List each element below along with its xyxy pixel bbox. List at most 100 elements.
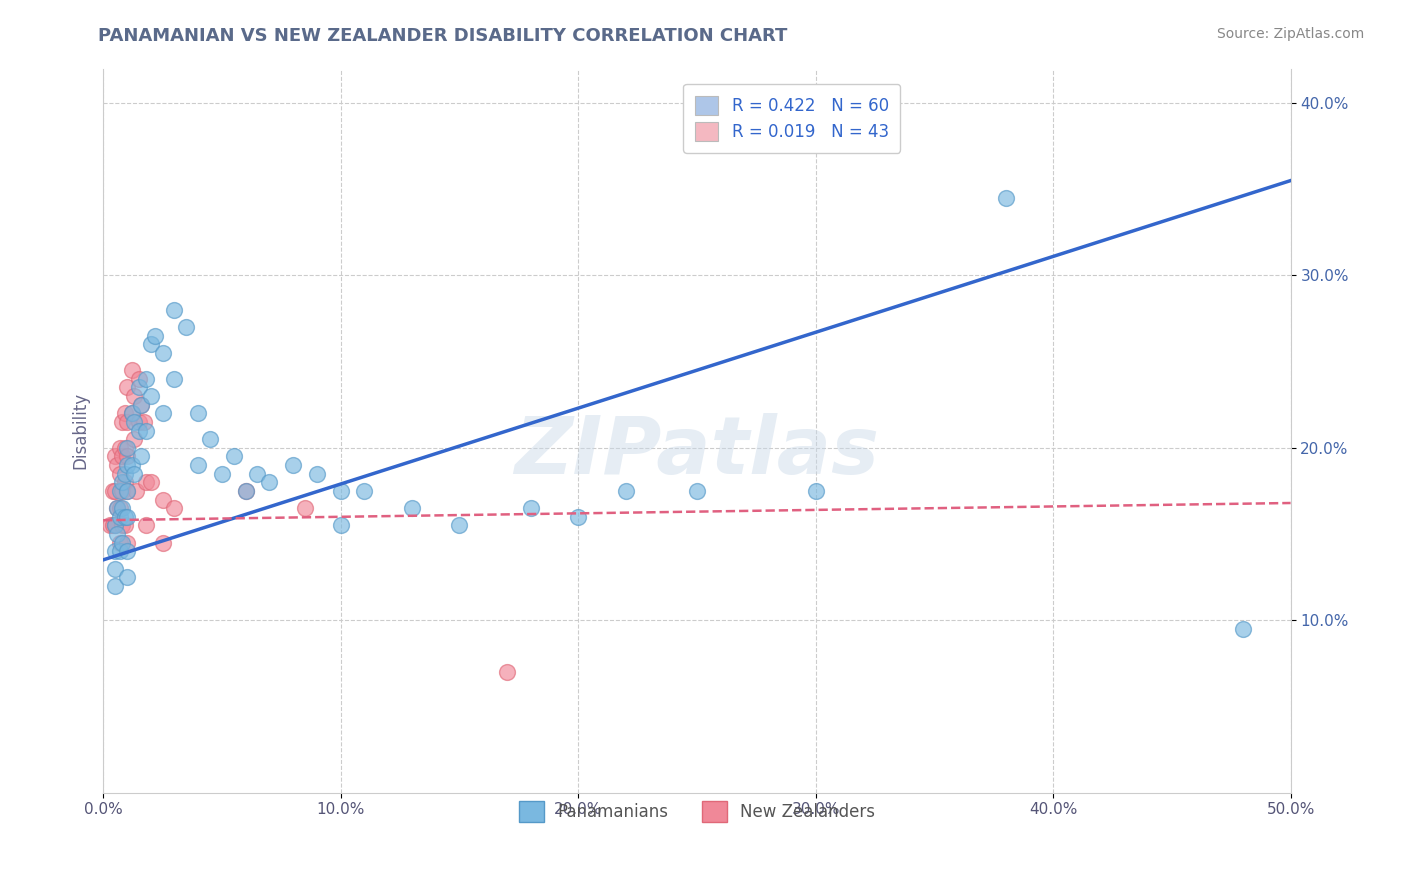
Point <box>128 424 150 438</box>
Point <box>294 501 316 516</box>
Point <box>105 501 128 516</box>
Point <box>122 432 145 446</box>
Point <box>496 665 519 679</box>
Point <box>114 509 136 524</box>
Point <box>104 450 127 464</box>
Point <box>132 415 155 429</box>
Point <box>121 406 143 420</box>
Point <box>122 389 145 403</box>
Point <box>111 475 134 490</box>
Point <box>329 483 352 498</box>
Point <box>111 415 134 429</box>
Point <box>108 535 131 549</box>
Point <box>211 467 233 481</box>
Point <box>111 483 134 498</box>
Point <box>121 406 143 420</box>
Point <box>101 483 124 498</box>
Point <box>104 518 127 533</box>
Point <box>174 320 197 334</box>
Point <box>994 191 1017 205</box>
Point <box>105 458 128 472</box>
Point <box>108 441 131 455</box>
Point <box>121 458 143 472</box>
Point <box>115 441 138 455</box>
Point <box>139 475 162 490</box>
Point <box>111 535 134 549</box>
Point <box>163 501 186 516</box>
Point <box>135 372 157 386</box>
Point <box>163 302 186 317</box>
Text: PANAMANIAN VS NEW ZEALANDER DISABILITY CORRELATION CHART: PANAMANIAN VS NEW ZEALANDER DISABILITY C… <box>98 27 787 45</box>
Point <box>686 483 709 498</box>
Point <box>104 579 127 593</box>
Point <box>449 518 471 533</box>
Point <box>111 518 134 533</box>
Point <box>108 509 131 524</box>
Point <box>101 518 124 533</box>
Point <box>1232 622 1254 636</box>
Point <box>115 415 138 429</box>
Point <box>104 518 127 533</box>
Point <box>108 544 131 558</box>
Point <box>125 483 148 498</box>
Point <box>305 467 328 481</box>
Text: ZIPatlas: ZIPatlas <box>515 413 879 491</box>
Point <box>567 509 589 524</box>
Point <box>152 346 174 360</box>
Point <box>614 483 637 498</box>
Point <box>139 389 162 403</box>
Y-axis label: Disability: Disability <box>72 392 89 469</box>
Point <box>105 501 128 516</box>
Point <box>128 415 150 429</box>
Point <box>135 518 157 533</box>
Point <box>187 458 209 472</box>
Point <box>804 483 827 498</box>
Point <box>115 380 138 394</box>
Point <box>519 501 541 516</box>
Legend: Panamanians, New Zealanders: Panamanians, New Zealanders <box>506 788 889 835</box>
Point <box>246 467 269 481</box>
Point <box>115 509 138 524</box>
Point <box>353 483 375 498</box>
Point <box>114 475 136 490</box>
Point <box>111 501 134 516</box>
Point <box>329 518 352 533</box>
Point <box>108 483 131 498</box>
Point <box>281 458 304 472</box>
Point <box>401 501 423 516</box>
Point <box>235 483 257 498</box>
Point <box>187 406 209 420</box>
Point <box>115 544 138 558</box>
Point <box>163 372 186 386</box>
Point <box>235 483 257 498</box>
Point <box>115 483 138 498</box>
Point <box>114 406 136 420</box>
Point <box>122 467 145 481</box>
Point <box>104 561 127 575</box>
Point <box>114 467 136 481</box>
Point <box>115 483 138 498</box>
Point <box>135 424 157 438</box>
Point <box>108 467 131 481</box>
Point <box>115 570 138 584</box>
Point <box>104 544 127 558</box>
Point <box>114 518 136 533</box>
Point <box>128 380 150 394</box>
Point <box>129 398 152 412</box>
Point <box>111 450 134 464</box>
Point <box>259 475 281 490</box>
Point <box>115 450 138 464</box>
Point <box>152 406 174 420</box>
Point <box>98 518 121 533</box>
Point <box>129 450 152 464</box>
Point <box>108 501 131 516</box>
Point <box>145 328 167 343</box>
Point <box>152 535 174 549</box>
Point <box>129 398 152 412</box>
Point <box>139 337 162 351</box>
Point <box>222 450 245 464</box>
Point <box>135 475 157 490</box>
Point <box>128 372 150 386</box>
Point <box>104 483 127 498</box>
Point <box>115 458 138 472</box>
